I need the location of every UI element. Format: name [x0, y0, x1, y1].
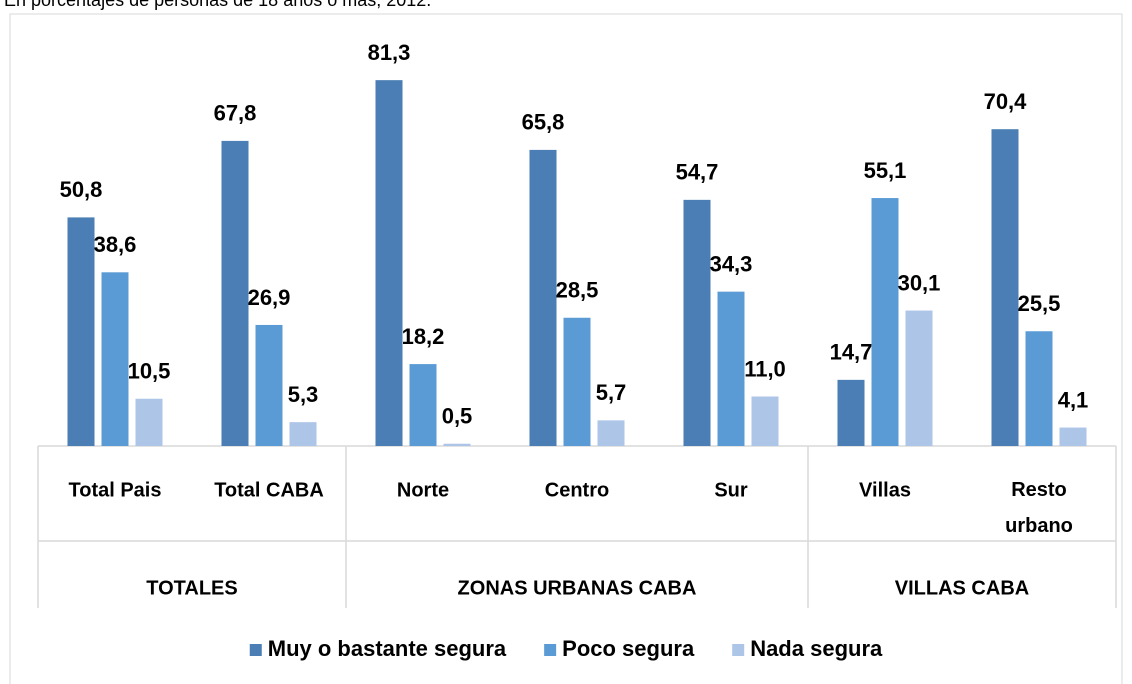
x-tick-label: Centro	[545, 479, 609, 501]
data-label: 26,9	[248, 285, 291, 310]
bar	[751, 396, 779, 446]
bar	[221, 140, 249, 446]
bar	[135, 398, 163, 446]
bar	[597, 420, 625, 446]
legend-swatch	[249, 644, 262, 656]
data-label: 70,4	[984, 89, 1028, 114]
bar	[289, 422, 317, 446]
legend-swatch	[732, 644, 745, 656]
bar	[409, 364, 437, 446]
group-label: TOTALES	[146, 577, 237, 599]
x-tick-label: Total Pais	[69, 479, 162, 501]
data-label: 18,2	[402, 324, 445, 349]
data-label: 0,5	[442, 404, 473, 429]
data-label: 11,0	[744, 356, 786, 381]
x-tick-label: Norte	[397, 479, 449, 501]
group-label: ZONAS URBANAS CABA	[458, 577, 697, 599]
bar	[67, 217, 95, 446]
chart-subtitle: En porcentajes de personas de 18 años o …	[4, 0, 431, 10]
data-label: 54,7	[676, 160, 719, 185]
data-label: 55,1	[864, 158, 907, 183]
legend-label: Poco segura	[562, 636, 695, 661]
data-label: 67,8	[214, 101, 257, 126]
bar	[375, 80, 403, 447]
group-label: VILLAS CABA	[895, 577, 1029, 599]
data-label: 30,1	[898, 270, 941, 295]
x-tick-label: Villas	[859, 479, 911, 501]
data-label: 50,8	[60, 177, 103, 202]
bar	[905, 310, 933, 446]
bar	[837, 379, 865, 446]
legend-swatch	[544, 644, 557, 656]
bar	[871, 198, 899, 446]
data-label: 38,6	[94, 232, 137, 257]
data-label: 25,5	[1018, 291, 1061, 316]
bar	[991, 129, 1019, 446]
bar	[529, 149, 557, 446]
data-label: 34,3	[710, 251, 753, 276]
bar	[717, 291, 745, 446]
data-label: 5,3	[288, 382, 319, 407]
data-label: 5,7	[596, 380, 627, 405]
data-label: 14,7	[830, 340, 873, 365]
bar	[1059, 427, 1087, 446]
bar	[683, 199, 711, 446]
legend-label: Muy o bastante segura	[268, 636, 507, 661]
x-tick-label: Resto urbano	[1005, 479, 1073, 537]
data-label: 81,3	[368, 40, 411, 65]
bar	[1025, 331, 1053, 446]
bar	[443, 443, 471, 446]
data-label: 28,5	[556, 278, 599, 303]
bar	[563, 317, 591, 446]
x-tick-label: Total CABA	[214, 479, 324, 501]
bar	[101, 272, 129, 446]
legend-label: Nada segura	[750, 636, 883, 661]
x-tick-label: Sur	[714, 479, 748, 501]
data-label: 10,5	[128, 359, 171, 384]
data-label: 4,1	[1058, 387, 1089, 412]
data-label: 65,8	[522, 110, 565, 135]
bar	[255, 324, 283, 446]
